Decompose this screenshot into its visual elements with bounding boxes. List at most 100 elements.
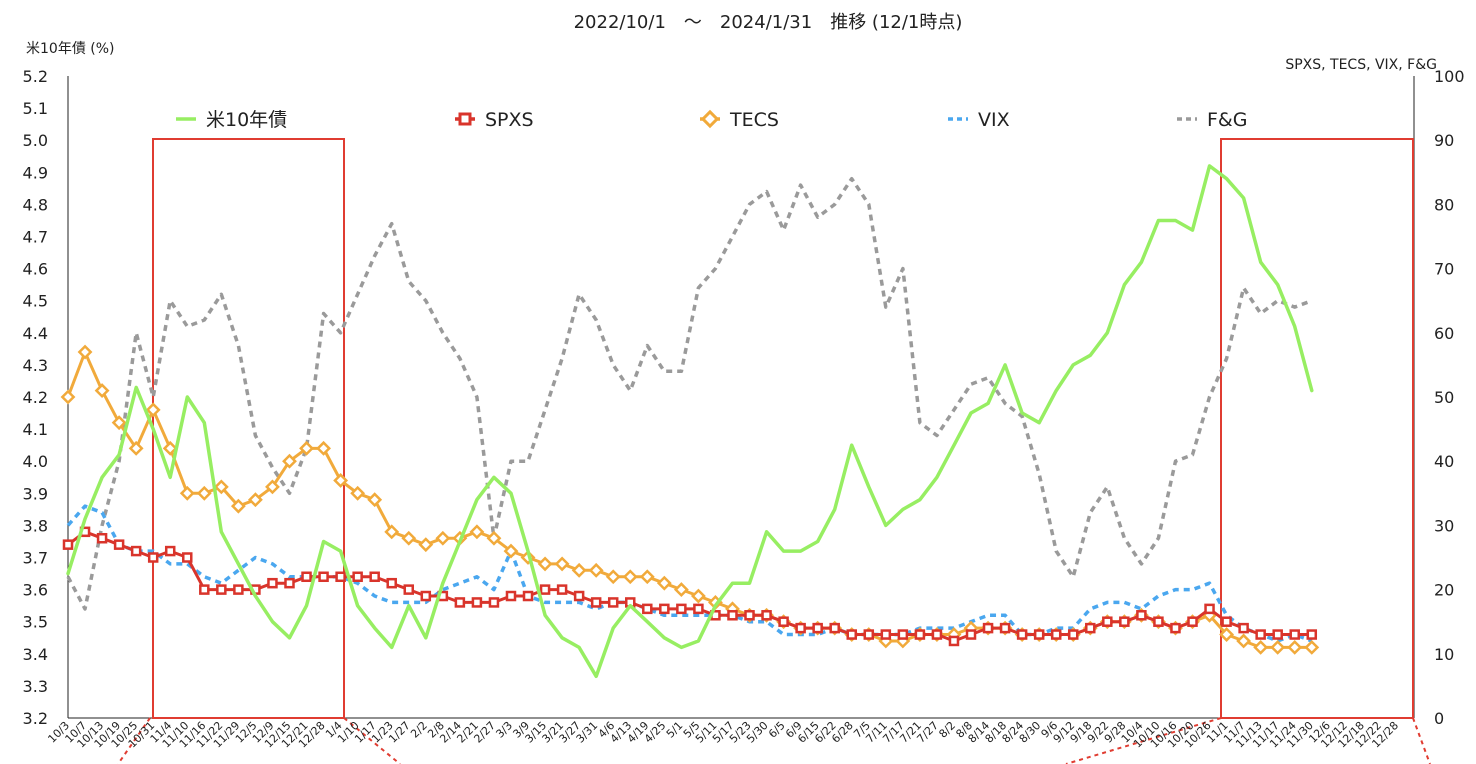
axes: 3.2 3.3 3.4 3.5 3.6 3.7 3.8 3.9 4.0 4.1 4.2 4.3 4.4 4… bbox=[23, 67, 1465, 728]
chart-title: 2022/10/1 ～ 2024/1/31 推移 (12/1時点) bbox=[574, 12, 963, 33]
series-layer bbox=[60, 164, 1320, 679]
connector-line bbox=[1412, 717, 1431, 764]
series-spxs-point bbox=[1033, 629, 1045, 640]
legend-item-spxs: SPXS bbox=[455, 109, 534, 131]
series-tecs-point bbox=[690, 588, 706, 604]
series-spxs-point bbox=[96, 532, 108, 544]
series-tecs-point bbox=[282, 453, 297, 469]
series-tecs-point bbox=[435, 530, 451, 546]
y-right-tick-label: 10 bbox=[1434, 645, 1454, 664]
series-spxs-point bbox=[965, 629, 977, 640]
series-spxs-point bbox=[642, 603, 653, 615]
series-tecs-point bbox=[656, 575, 672, 591]
y-left-tick-label: 3.6 bbox=[23, 581, 48, 600]
series-tecs-point bbox=[622, 569, 638, 585]
series-tecs-point bbox=[1287, 639, 1303, 655]
series-tecs-point bbox=[1219, 627, 1235, 642]
series-spxs-point bbox=[982, 622, 994, 634]
series-spxs-point bbox=[1153, 616, 1164, 627]
y-left-tick-label: 4.4 bbox=[23, 324, 48, 343]
series-tecs-point bbox=[418, 537, 434, 553]
series-spxs-point bbox=[1119, 616, 1130, 627]
series-spxs-point bbox=[113, 539, 125, 550]
y-left-tick-label: 4.5 bbox=[23, 292, 48, 311]
series-tecs-point bbox=[94, 383, 110, 399]
series-tecs-point bbox=[333, 473, 349, 488]
series-spxs-point bbox=[1050, 629, 1062, 640]
legend-label: SPXS bbox=[485, 109, 534, 131]
series-tecs-point bbox=[571, 562, 587, 578]
series-spxs-point bbox=[454, 597, 466, 608]
y-right-tick-label: 90 bbox=[1434, 131, 1454, 150]
y-left-tick-label: 3.7 bbox=[23, 549, 48, 568]
series-spxs-point bbox=[199, 584, 210, 595]
y-right-tick-label: 80 bbox=[1434, 195, 1454, 214]
series-tecs-point bbox=[196, 485, 212, 501]
series-spxs-point bbox=[897, 629, 909, 640]
series-tecs-point bbox=[265, 479, 280, 495]
y-right-tick-label: 20 bbox=[1434, 581, 1454, 600]
series-spxs-point bbox=[369, 571, 380, 583]
y-left-tick-label: 4.3 bbox=[23, 356, 48, 375]
series-spxs-point bbox=[1102, 616, 1113, 627]
series-tecs-point bbox=[1270, 639, 1286, 655]
series-tecs-point bbox=[367, 492, 383, 508]
series-spxs-point bbox=[505, 590, 517, 602]
series-spxs-point bbox=[999, 622, 1011, 634]
y-left-tick-label: 4.7 bbox=[23, 228, 48, 247]
series-tecs bbox=[60, 344, 1320, 655]
series-spxs-point bbox=[1289, 629, 1300, 640]
y-left-tick-label: 4.9 bbox=[23, 163, 48, 182]
y-left-tick-label: 3.5 bbox=[23, 613, 48, 632]
series-spxs-point bbox=[727, 610, 738, 621]
y-left-tick-label: 5.0 bbox=[23, 131, 48, 150]
y-left-tick-label: 5.2 bbox=[23, 67, 48, 86]
y-left-tick-label: 3.4 bbox=[23, 645, 48, 664]
series-spxs-point bbox=[216, 584, 227, 595]
series-tecs-point bbox=[469, 524, 485, 540]
series-tecs-point bbox=[486, 530, 502, 546]
series-tecs-point bbox=[179, 485, 195, 501]
y-left-tick-label: 3.3 bbox=[23, 677, 48, 696]
series-spxs-point bbox=[182, 552, 193, 563]
series-spxs-point bbox=[829, 622, 840, 634]
series-spxs-point bbox=[352, 571, 363, 583]
series-spxs-point bbox=[556, 584, 568, 595]
y-left-tick-label: 4.1 bbox=[23, 420, 48, 439]
series-spxs-point bbox=[778, 616, 789, 627]
series-tecs-point bbox=[230, 498, 246, 514]
connector-line bbox=[117, 717, 151, 764]
y-right-tick-label: 100 bbox=[1434, 67, 1465, 86]
y-left-tick-label: 4.8 bbox=[23, 195, 48, 214]
series-spxs-point bbox=[1067, 629, 1079, 640]
series-spxs-point bbox=[863, 629, 875, 640]
legend-marker bbox=[700, 109, 720, 129]
series-tecs-point bbox=[162, 440, 178, 456]
series-spxs-point bbox=[693, 603, 704, 615]
series-spxs-point bbox=[164, 545, 176, 557]
y-left-tick-label: 3.2 bbox=[23, 709, 48, 728]
series-spxs-point bbox=[420, 590, 432, 602]
y-left-tick-label: 3.9 bbox=[23, 484, 48, 503]
series-tecs-point bbox=[77, 344, 93, 360]
series-tecs-point bbox=[605, 569, 621, 585]
series-tecs-point bbox=[401, 530, 417, 546]
series-spxs-point bbox=[1085, 622, 1096, 634]
series-spxs-point bbox=[267, 577, 278, 589]
series-tecs-point bbox=[554, 556, 570, 572]
series-spxs-point bbox=[744, 610, 755, 621]
series-tecs-point bbox=[213, 479, 229, 495]
series-tecs-point bbox=[60, 389, 76, 405]
series-spxs-point bbox=[233, 584, 244, 595]
series-spxs-point bbox=[676, 603, 687, 615]
series-spxs-point bbox=[880, 629, 892, 640]
series-spxs-point bbox=[1204, 603, 1215, 615]
series-spxs-point bbox=[607, 597, 619, 608]
x-axis-ticks: 10/310/710/1310/1910/2510/3111/411/1011/… bbox=[45, 719, 1401, 751]
series-spxs-point bbox=[812, 622, 823, 634]
series-spxs-point bbox=[761, 610, 772, 621]
series-fear-greed bbox=[66, 176, 1313, 611]
series-spxs-point bbox=[931, 629, 943, 640]
series-spxs-point bbox=[1187, 616, 1198, 627]
